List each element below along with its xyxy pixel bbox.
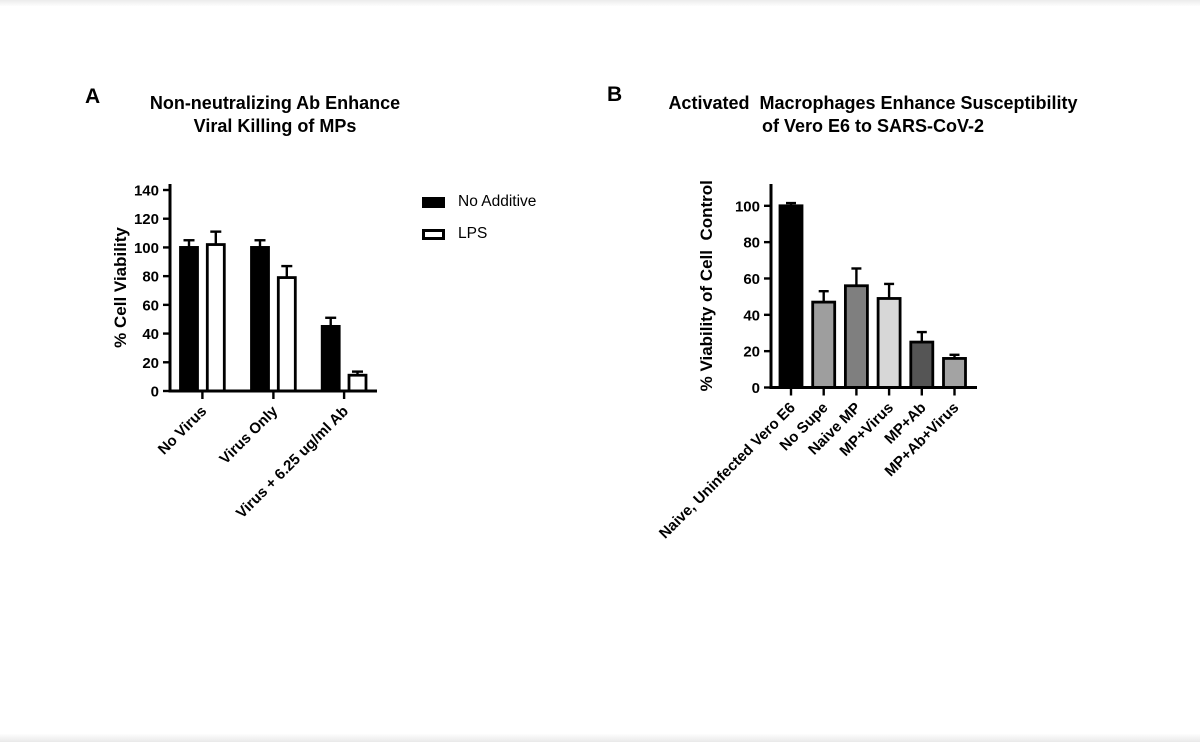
top-border — [0, 0, 1200, 6]
svg-text:0: 0 — [752, 380, 760, 397]
svg-text:80: 80 — [743, 235, 760, 252]
svg-text:20: 20 — [142, 355, 159, 372]
panel-a-title: Non-neutralizing Ab Enhance Viral Killin… — [110, 92, 440, 138]
svg-text:0: 0 — [151, 384, 159, 401]
svg-text:20: 20 — [743, 344, 760, 361]
panel-b-title: Activated Macrophages Enhance Susceptibi… — [638, 92, 1108, 138]
svg-text:% Cell Viability: % Cell Viability — [111, 227, 130, 348]
bottom-border — [0, 734, 1200, 742]
legend-label-lps: LPS — [458, 225, 488, 242]
legend-swatch-lps — [422, 228, 445, 240]
svg-text:100: 100 — [134, 240, 159, 257]
panel-a-title-line2: Viral Killing of MPs — [193, 116, 357, 136]
legend-label-no-additive: No Additive — [458, 193, 537, 210]
legend-item-no-additive: No Additive — [422, 193, 536, 211]
svg-text:% Viability of Cell Control: % Viability of Cell Control — [697, 180, 716, 391]
panel-a-legend: No Additive LPS — [422, 193, 536, 257]
svg-text:120: 120 — [134, 211, 159, 228]
svg-text:60: 60 — [743, 271, 760, 288]
svg-text:40: 40 — [743, 307, 760, 324]
svg-text:140: 140 — [134, 183, 159, 200]
panel-a-letter: A — [85, 85, 101, 108]
svg-text:100: 100 — [735, 198, 760, 215]
legend-item-lps: LPS — [422, 225, 536, 243]
panel-b-letter: B — [607, 83, 623, 106]
legend-swatch-no-additive — [422, 196, 445, 208]
svg-text:40: 40 — [142, 326, 159, 343]
svg-text:80: 80 — [142, 269, 159, 286]
svg-text:60: 60 — [142, 297, 159, 314]
svg-text:No Virus: No Virus — [155, 403, 210, 458]
panel-a-title-line1: Non-neutralizing Ab Enhance — [149, 93, 401, 113]
panel-b-title-line2: of Vero E6 to SARS-CoV-2 — [761, 116, 985, 136]
svg-text:Virus Only: Virus Only — [216, 402, 281, 467]
svg-text:Naive, Uninfected Vero E6: Naive, Uninfected Vero E6 — [656, 399, 799, 542]
panel-b-title-line1: Activated Macrophages Enhance Susceptibi… — [668, 93, 1078, 113]
